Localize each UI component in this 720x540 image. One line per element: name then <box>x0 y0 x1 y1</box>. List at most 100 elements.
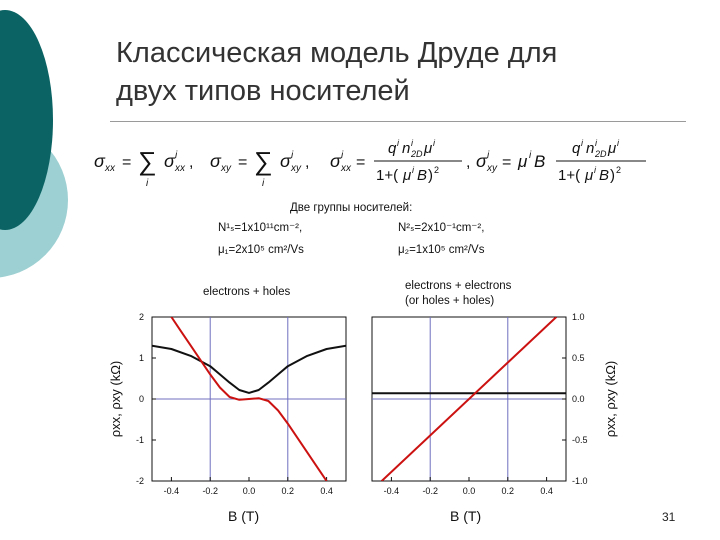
svg-text:=: = <box>238 154 247 171</box>
y-axis-label: ρxx, ρxy (kΩ) <box>603 361 618 438</box>
svg-text:,: , <box>466 154 470 171</box>
svg-text:i: i <box>341 150 344 161</box>
svg-text:q: q <box>572 140 581 157</box>
svg-text:B: B <box>534 152 545 171</box>
svg-text:i: i <box>291 150 294 161</box>
right-panel-caption-1: electrons + electrons <box>405 280 512 292</box>
svg-text:i: i <box>595 138 598 148</box>
carrier1-mobility: μ₁=2x10⁵ cm²/Vs <box>218 244 304 256</box>
x-tick-label: -0.2 <box>422 486 438 496</box>
svg-text:σ: σ <box>164 151 176 171</box>
svg-text:i: i <box>617 138 620 148</box>
x-tick-label: -0.2 <box>202 486 218 496</box>
svg-text:2: 2 <box>616 165 621 175</box>
svg-text:∑: ∑ <box>254 146 273 176</box>
svg-text:μ: μ <box>517 152 528 171</box>
right-xlabel: B (T) <box>450 508 482 524</box>
svg-text:B: B <box>417 167 427 184</box>
svg-text:i: i <box>581 138 584 148</box>
slide-title: Классическая модель Друде для двух типов… <box>116 34 676 110</box>
svg-text:=: = <box>502 154 511 171</box>
carrier2-density: N²ₛ=2x10⁻¹cm⁻², <box>398 222 485 234</box>
decor-oval-dark <box>0 10 53 230</box>
left-panel-caption: electrons + holes <box>203 286 291 298</box>
x-tick-label: -0.4 <box>384 486 400 496</box>
svg-text:i: i <box>529 150 532 161</box>
page-number: 31 <box>662 510 676 524</box>
svg-text:xy: xy <box>290 163 302 174</box>
series-line-1 <box>170 317 328 481</box>
x-tick-label: 0.4 <box>540 486 553 496</box>
svg-text:i: i <box>175 150 178 161</box>
svg-text:2D: 2D <box>594 149 607 159</box>
svg-text:μ: μ <box>402 167 411 184</box>
y-tick-label: 0.0 <box>572 394 585 404</box>
svg-text:i: i <box>262 178 265 189</box>
svg-text:μ: μ <box>607 140 616 157</box>
series-line-0 <box>152 344 346 394</box>
svg-text:σ: σ <box>330 151 342 171</box>
svg-text:i: i <box>433 138 436 148</box>
svg-text:μ: μ <box>423 140 432 157</box>
svg-text:i: i <box>146 178 149 189</box>
y-tick-label: 2 <box>139 312 144 322</box>
x-tick-label: 0.0 <box>243 486 256 496</box>
svg-text:i: i <box>397 138 400 148</box>
series-line-1 <box>381 317 557 481</box>
svg-text:i: i <box>412 165 415 175</box>
svg-text:xx: xx <box>104 163 116 174</box>
svg-text:xy: xy <box>486 163 498 174</box>
x-tick-label: 0.2 <box>282 486 295 496</box>
right-resistivity-chart: -0.4 -0.2 0.0 0.2 0.4 1.0 0.5 0.0 -0.5 -1.0 ρxx, ρ… <box>371 312 618 496</box>
svg-text:i: i <box>411 138 414 148</box>
svg-text:i: i <box>487 150 490 161</box>
svg-text:i: i <box>594 165 597 175</box>
y-axis-label: ρxx, ρxy (kΩ) <box>108 361 123 438</box>
svg-text:σ: σ <box>210 151 222 171</box>
svg-text:,: , <box>189 154 193 171</box>
svg-text:1+(: 1+( <box>376 167 398 184</box>
svg-text:σ: σ <box>280 151 292 171</box>
title-line-2: двух типов носителей <box>116 75 410 107</box>
svg-text:σ: σ <box>476 151 488 171</box>
svg-text:): ) <box>610 167 615 184</box>
y-tick-label: -2 <box>136 476 144 486</box>
drude-formulas: σ xx = ∑ i σ i xx , σ xy = ∑ i σ i xy , … <box>94 138 646 189</box>
svg-text:=: = <box>356 154 365 171</box>
svg-text:B: B <box>599 167 609 184</box>
svg-text:xx: xx <box>174 163 186 174</box>
carrier1-density: N¹ₛ=1x10¹¹cm⁻², <box>218 222 303 234</box>
y-tick-label: 1.0 <box>572 312 585 322</box>
x-tick-label: 0.2 <box>502 486 515 496</box>
svg-text:=: = <box>122 154 131 171</box>
svg-text:,: , <box>305 154 309 171</box>
svg-text:q: q <box>388 140 397 157</box>
svg-text:1+(: 1+( <box>558 167 580 184</box>
svg-text:σ: σ <box>94 151 106 171</box>
svg-text:n: n <box>402 140 410 157</box>
carriers-heading: Две группы носителей: <box>290 202 413 214</box>
left-resistivity-chart: -0.4 -0.2 0.0 0.2 0.4 2 1 0 -1 -2 ρxx, ρxy (kΩ) <box>108 312 347 496</box>
y-tick-label: 1 <box>139 353 144 363</box>
y-tick-label: -1.0 <box>572 476 588 486</box>
svg-text:2: 2 <box>434 165 439 175</box>
svg-text:): ) <box>428 167 433 184</box>
right-panel-caption-2: (or holes + holes) <box>405 295 495 307</box>
svg-text:xx: xx <box>340 163 352 174</box>
svg-text:∑: ∑ <box>138 146 157 176</box>
slide-decoration <box>0 10 68 278</box>
x-tick-label: -0.4 <box>164 486 180 496</box>
y-tick-label: 0.5 <box>572 353 585 363</box>
y-tick-label: -0.5 <box>572 435 588 445</box>
y-tick-label: 0 <box>139 394 144 404</box>
svg-text:xy: xy <box>220 163 232 174</box>
carrier2-mobility: μ₂=1x10⁵ cm²/Vs <box>398 244 485 256</box>
svg-text:n: n <box>586 140 594 157</box>
y-tick-label: -1 <box>136 435 144 445</box>
left-xlabel: B (T) <box>228 508 260 524</box>
svg-text:μ: μ <box>584 167 593 184</box>
title-divider <box>110 121 686 122</box>
x-tick-label: 0.0 <box>463 486 476 496</box>
x-tick-label: 0.4 <box>320 486 333 496</box>
svg-text:2D: 2D <box>410 149 423 159</box>
